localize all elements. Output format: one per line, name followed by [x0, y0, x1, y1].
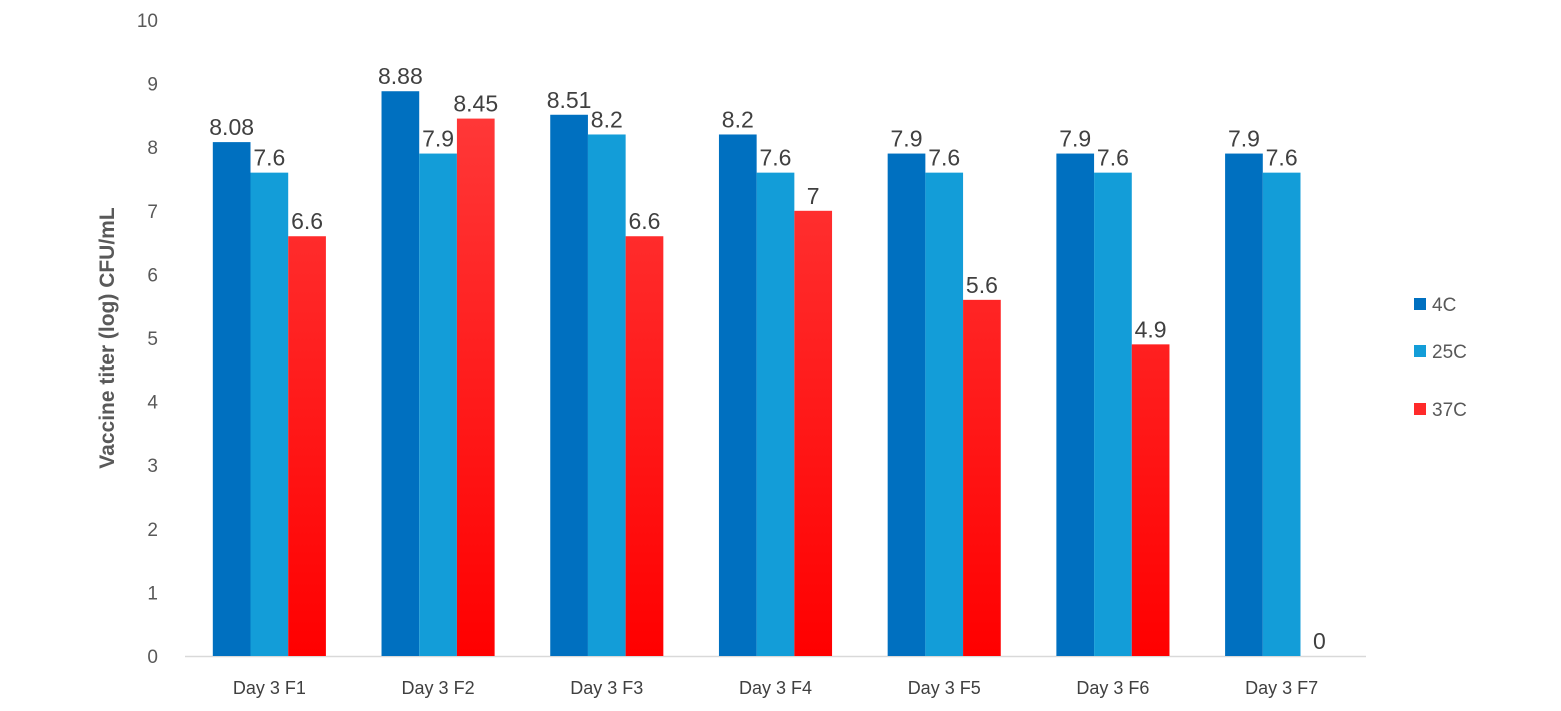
data-label: 8.88	[378, 63, 423, 89]
bar-4C-4	[718, 134, 757, 657]
bar-25C-4	[756, 172, 795, 656]
bar-25C-7	[1262, 172, 1301, 656]
x-tick-label: Day 3 F6	[1076, 678, 1149, 698]
y-tick-label: 3	[147, 456, 158, 477]
legend-label-25C: 25C	[1432, 342, 1467, 363]
data-label: 0	[1313, 628, 1326, 654]
data-label: 4.9	[1135, 316, 1167, 342]
y-tick-label: 10	[137, 11, 158, 32]
legend-swatch-4C	[1414, 298, 1426, 310]
x-tick-label: Day 3 F2	[402, 678, 475, 698]
data-label: 8.2	[591, 106, 623, 132]
y-tick-label: 1	[147, 583, 158, 604]
data-label: 7	[807, 183, 820, 209]
x-tick-label: Day 3 F7	[1245, 678, 1318, 698]
y-tick-label: 7	[147, 202, 158, 223]
legend-swatch-37C	[1414, 403, 1426, 415]
bar-25C-3	[587, 134, 626, 657]
bar-4C-1	[212, 142, 251, 656]
bar-37C-4	[794, 210, 833, 657]
bar-25C-5	[925, 172, 964, 656]
bar-37C-5	[963, 299, 1001, 656]
bar-25C-2	[419, 153, 457, 656]
data-label: 7.6	[928, 145, 960, 171]
x-tick-label: Day 3 F4	[739, 678, 812, 698]
data-label: 6.6	[291, 208, 323, 234]
bar-4C-3	[550, 114, 588, 657]
data-label: 7.9	[1228, 126, 1260, 152]
y-tick-label: 2	[147, 520, 158, 541]
data-label: 7.9	[1059, 126, 1091, 152]
bar-4C-2	[381, 91, 420, 657]
legend-label-4C: 4C	[1432, 295, 1456, 316]
data-label: 8.51	[547, 87, 592, 113]
y-tick-label: 8	[147, 138, 158, 159]
data-label: 7.6	[253, 145, 285, 171]
legend-label-37C: 37C	[1432, 400, 1467, 421]
y-tick-label: 6	[147, 265, 158, 286]
x-tick-label: Day 3 F1	[233, 678, 306, 698]
data-label: 7.6	[1266, 145, 1298, 171]
x-tick-label: Day 3 F3	[570, 678, 643, 698]
bar-37C-1	[288, 236, 326, 657]
bar-25C-1	[250, 172, 289, 656]
data-label: 5.6	[966, 272, 998, 298]
y-tick-label: 4	[147, 393, 158, 414]
data-label: 8.08	[209, 114, 254, 140]
y-tick-label: 5	[147, 329, 158, 350]
bar-37C-3	[625, 236, 664, 657]
bar-4C-5	[887, 153, 926, 656]
y-axis-title: Vaccine titer (log) CFU/mL	[96, 207, 119, 469]
data-label: 7.6	[1097, 145, 1129, 171]
bar-25C-6	[1094, 172, 1132, 656]
y-tick-label: 9	[147, 75, 158, 96]
data-label: 7.6	[760, 145, 792, 171]
y-tick-label: 0	[147, 647, 158, 668]
data-label: 7.9	[891, 126, 923, 152]
bar-4C-6	[1056, 153, 1095, 656]
bar-37C-6	[1131, 344, 1170, 656]
bar-37C-2	[456, 118, 495, 656]
data-label: 8.45	[453, 91, 498, 117]
data-label: 6.6	[628, 208, 660, 234]
legend-swatch-25C	[1414, 345, 1426, 357]
data-label: 8.2	[722, 106, 754, 132]
x-tick-label: Day 3 F5	[908, 678, 981, 698]
bar-4C-7	[1225, 153, 1263, 656]
data-label: 7.9	[422, 126, 454, 152]
